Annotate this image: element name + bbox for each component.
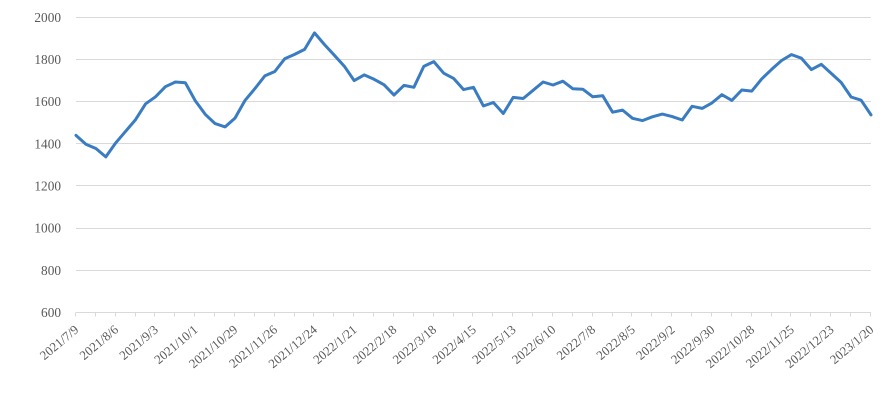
- svg-text:600: 600: [41, 305, 61, 320]
- svg-text:1600: 1600: [34, 94, 61, 109]
- svg-text:800: 800: [41, 263, 61, 278]
- svg-text:1200: 1200: [34, 179, 61, 194]
- svg-text:1000: 1000: [34, 221, 61, 236]
- svg-text:1800: 1800: [34, 52, 61, 67]
- svg-text:2000: 2000: [34, 10, 61, 25]
- svg-text:1400: 1400: [34, 136, 61, 151]
